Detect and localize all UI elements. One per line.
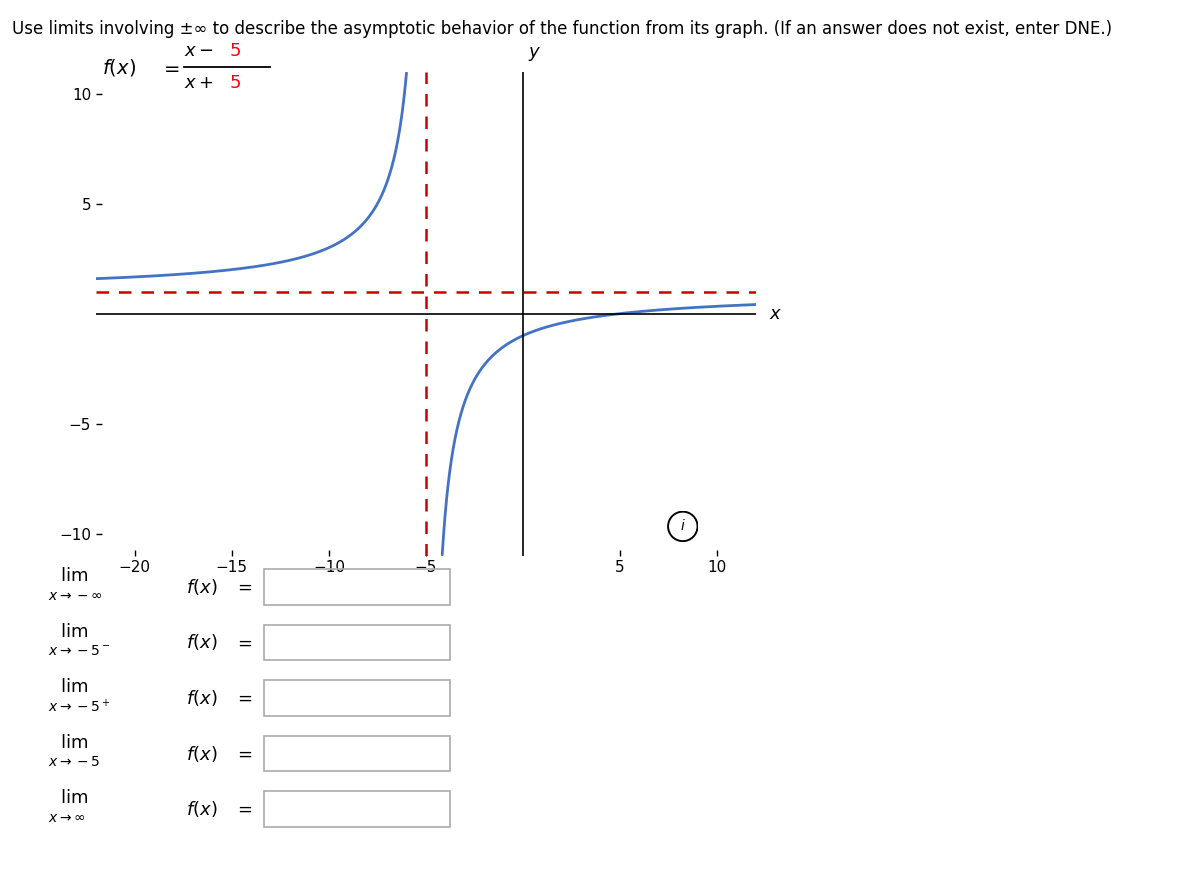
Text: $5$: $5$ <box>229 74 241 92</box>
Text: $=$: $=$ <box>234 745 253 762</box>
Text: $x - $: $x - $ <box>184 42 214 60</box>
Text: $x \to \infty$: $x \to \infty$ <box>48 811 85 825</box>
Text: i: i <box>680 520 685 533</box>
Text: $f(x)$: $f(x)$ <box>186 577 217 597</box>
Text: $\lim$: $\lim$ <box>60 678 88 696</box>
Text: $f(x)$: $f(x)$ <box>186 688 217 708</box>
Text: $x \to -\infty$: $x \to -\infty$ <box>48 589 103 603</box>
Text: $\lim$: $\lim$ <box>60 623 88 641</box>
Text: $x \to -5$: $x \to -5$ <box>48 755 100 770</box>
Text: $=$: $=$ <box>234 800 253 818</box>
Text: Use limits involving ±∞ to describe the asymptotic behavior of the function from: Use limits involving ±∞ to describe the … <box>12 20 1112 38</box>
Text: $=$: $=$ <box>234 633 253 651</box>
Text: $x \to -5^-$: $x \to -5^-$ <box>48 644 110 659</box>
Text: $\lim$: $\lim$ <box>60 734 88 752</box>
Text: $=$: $=$ <box>160 57 180 77</box>
Text: $f(x)$: $f(x)$ <box>186 744 217 763</box>
Text: $x + $: $x + $ <box>184 74 214 92</box>
Text: y: y <box>529 43 540 61</box>
Text: $f(x)$: $f(x)$ <box>102 56 136 78</box>
Text: $5$: $5$ <box>229 42 241 60</box>
Text: $=$: $=$ <box>234 689 253 707</box>
Text: $\lim$: $\lim$ <box>60 567 88 585</box>
Text: $\lim$: $\lim$ <box>60 789 88 807</box>
Text: $f(x)$: $f(x)$ <box>186 799 217 819</box>
Text: $=$: $=$ <box>234 578 253 596</box>
Text: $x \to -5^+$: $x \to -5^+$ <box>48 698 110 716</box>
Text: x: x <box>769 305 780 323</box>
Text: $f(x)$: $f(x)$ <box>186 633 217 652</box>
